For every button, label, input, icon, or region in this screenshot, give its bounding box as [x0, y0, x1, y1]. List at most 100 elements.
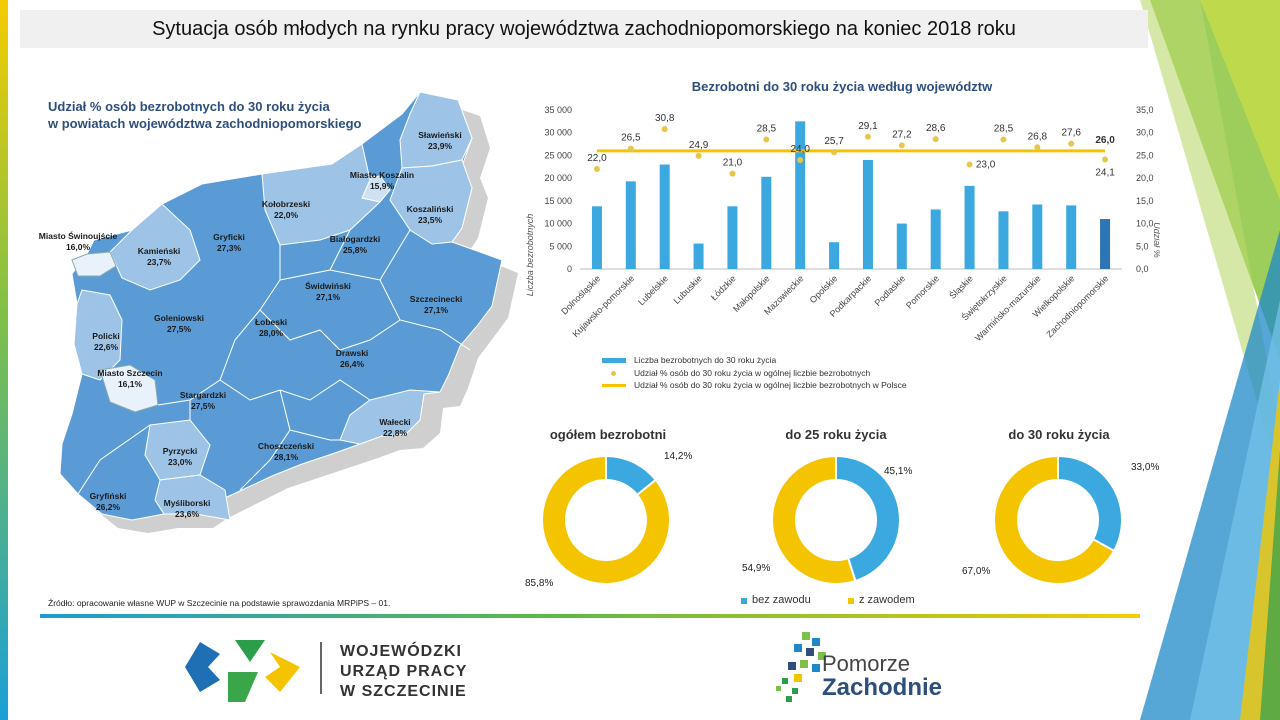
donut-slice	[993, 454, 1116, 585]
map-label: Stargardzki 27,5%	[179, 390, 227, 411]
wup-line3-w: W	[340, 683, 357, 700]
y-tick-label: 20 000	[544, 173, 572, 183]
source-note: Źródło: opracowanie własne WUP w Szczeci…	[48, 598, 391, 608]
wup-line3: W SZCZECINIE	[340, 682, 467, 702]
y2-tick-label: 10,0	[1136, 219, 1154, 229]
donut-label: 33,0%	[1131, 462, 1160, 473]
map-label: Policki 22,6%	[92, 331, 120, 352]
share-dot	[763, 136, 770, 143]
legend-dot-label: Udział % osób do 30 roku życia w ogólnej…	[634, 368, 871, 378]
pomorze-logo-icon	[776, 632, 826, 702]
x-category-label: Podlaskie	[873, 273, 908, 308]
donut-label: 67,0%	[962, 566, 991, 577]
y-tick-label: 30 000	[544, 128, 572, 138]
y-axis-label: Liczba bezrobotnych	[525, 214, 535, 297]
map-label: Miasto Świnoujście 16,0%	[38, 231, 118, 252]
share-dot	[695, 152, 702, 159]
share-label: 24,1	[1095, 168, 1115, 179]
wup-line3-city: SZCZECINIE	[361, 683, 467, 700]
x-category-label: Śląskie	[947, 273, 975, 301]
bar-chart-title: Bezrobotni do 30 roku życia według wojew…	[692, 79, 993, 94]
share-dot	[593, 166, 600, 173]
share-label: 21,0	[723, 158, 743, 169]
share-label: 26,8	[1028, 131, 1048, 142]
share-label: 28,6	[926, 123, 946, 134]
bar	[1066, 205, 1077, 269]
map-region-mysliborski	[154, 474, 231, 521]
share-label: 27,6	[1061, 128, 1081, 139]
donut-slice	[541, 454, 671, 585]
map-label: Wałecki 22,8%	[379, 417, 411, 438]
map-label: Myśliborski 23,6%	[163, 498, 211, 519]
bar	[1032, 204, 1043, 269]
bar	[964, 185, 975, 269]
bar	[998, 211, 1009, 269]
pomorze-logo-text: Pomorze Zachodnie	[822, 652, 942, 700]
legend-bar-label: Liczba bezrobotnych do 30 roku życia	[634, 355, 777, 365]
share-label: 28,5	[757, 124, 777, 135]
legend-dot-swatch	[611, 371, 616, 376]
map-region-policki	[73, 289, 123, 381]
share-label: 24,9	[689, 140, 709, 151]
map-title: Udział % osób bezrobotnych do 30 roku ży…	[48, 98, 361, 132]
map-label: Kamieński 23,7%	[137, 246, 181, 267]
share-dot	[1068, 140, 1075, 147]
bar	[761, 176, 772, 269]
pomorze-line2: Zachodnie	[822, 674, 943, 701]
x-category-label: Kujawsko-pomorskie	[570, 273, 636, 339]
share-dot	[831, 149, 838, 156]
donut-charts	[541, 454, 1123, 585]
wup-line1: WOJEWÓDZKI	[340, 643, 462, 660]
share-label: 29,1	[858, 121, 878, 132]
share-label: 30,8	[655, 113, 675, 124]
share-label: 27,2	[892, 129, 912, 140]
map-label: Goleniowski 27,5%	[153, 313, 205, 334]
map-region-kolobrzeski	[261, 143, 382, 246]
pomorze-line1: Pomorze	[822, 651, 911, 676]
share-label: 25,7	[824, 136, 844, 147]
share-dot	[898, 142, 905, 149]
bar	[896, 223, 907, 269]
wup-line2: URZĄD PRACY	[340, 663, 468, 680]
map-label: Szczecinecki 27,1%	[409, 294, 463, 315]
bar	[591, 206, 602, 269]
y-tick-label: 0	[567, 264, 572, 274]
y2-tick-label: 15,0	[1136, 196, 1154, 206]
share-dot	[729, 170, 736, 177]
bar	[1100, 219, 1111, 269]
map-label: Łobeski 28,0%	[254, 317, 288, 338]
legend-line-swatch	[602, 384, 626, 387]
donut-slice	[835, 454, 901, 583]
legend-bez-zawodu: bez zawodu	[752, 594, 811, 606]
map-borders	[77, 229, 471, 495]
y2-tick-label: 5,0	[1136, 241, 1149, 251]
share-dot	[1102, 156, 1109, 163]
y-tick-label: 5 000	[549, 241, 572, 251]
share-dot	[864, 133, 871, 140]
y-tick-label: 15 000	[544, 196, 572, 206]
bar	[727, 206, 738, 269]
map-label: Sławieński 23,9%	[418, 130, 462, 151]
map-label: Białogardzki 25,8%	[329, 234, 381, 255]
left-decor-stripe	[0, 0, 8, 720]
share-label: 23,0	[976, 160, 996, 171]
share-label: 28,5	[994, 124, 1014, 135]
bottom-divider	[40, 614, 1140, 618]
donut-label: 85,8%	[525, 578, 554, 589]
map-title-line1: Udział % osób bezrobotnych do 30 roku ży…	[48, 99, 330, 114]
map-label: Drawski 26,4%	[335, 348, 369, 369]
map-label: Pyrzycki 23,0%	[162, 446, 198, 467]
y2-tick-label: 30,0	[1136, 128, 1154, 138]
wup-logo-text: WOJEWÓDZKI URZĄD PRACY W SZCZECINIE	[340, 642, 467, 702]
page-title: Sytuacja osób młodych na rynku pracy woj…	[20, 10, 1148, 48]
donut-label: 45,1%	[884, 466, 913, 477]
share-label: 24,0	[790, 144, 810, 155]
map-region-swinoujscie	[71, 251, 117, 277]
y2-tick-label: 35,0	[1136, 105, 1154, 115]
share-dot	[966, 161, 973, 168]
x-category-label: Pomorskie	[904, 273, 941, 310]
x-category-label: Lubuskie	[671, 273, 704, 306]
bar	[795, 121, 806, 269]
bar-chart: Bezrobotni do 30 roku życia według wojew…	[525, 79, 1160, 343]
map-region-walecki	[339, 389, 441, 445]
